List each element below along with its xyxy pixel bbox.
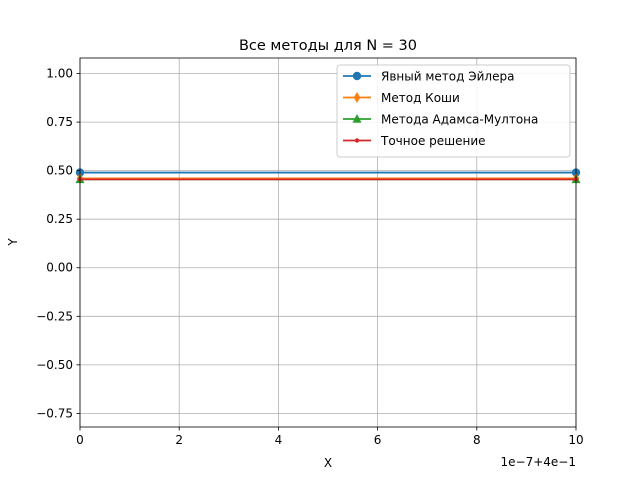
legend-label: Точное решение: [380, 134, 486, 148]
y-tick-label: 0.00: [46, 261, 73, 275]
y-tick-label: 0.75: [46, 115, 73, 129]
x-axis: 0 2 4 6 8 10: [76, 427, 584, 447]
legend-item: Метод Коши: [343, 91, 460, 105]
x-axis-label: X: [324, 456, 332, 470]
x-tick-label: 2: [175, 433, 183, 447]
y-tick-label: 0.25: [46, 212, 73, 226]
y-tick-label: 0.50: [46, 164, 73, 178]
y-tick-label: −0.75: [36, 406, 73, 420]
x-tick-label: 0: [76, 433, 84, 447]
legend-box: [336, 64, 571, 158]
legend-label: Метод Коши: [381, 91, 460, 105]
chart-title: Все методы для N = 30: [239, 38, 417, 54]
x-tick-label: 10: [568, 433, 583, 447]
y-tick-label: 1.00: [46, 67, 73, 81]
legend-item: Точное решение: [343, 134, 486, 148]
x-tick-label: 6: [374, 433, 382, 447]
legend-label: Явный метод Эйлера: [381, 69, 514, 83]
legend-item: Метода Адамса-Мултона: [343, 112, 538, 126]
x-offset-label: 1e−7+4e−1: [501, 455, 576, 469]
legend-item: Явный метод Эйлера: [343, 69, 514, 83]
legend-marker: [352, 71, 362, 81]
legend-marker: [352, 114, 362, 123]
y-tick-label: −0.25: [36, 309, 73, 323]
plot-frame: [79, 57, 577, 428]
x-tick-label: 8: [473, 433, 481, 447]
legend-marker: [354, 138, 360, 143]
legend-marker: [353, 92, 361, 103]
legend-label: Метода Адамса-Мултона: [381, 112, 538, 126]
y-axis: −0.75 −0.50 −0.25 0.00 0.25 0.50 0.75 1.00: [36, 67, 80, 420]
x-tick-label: 4: [275, 433, 283, 447]
legend: Явный метод Эйлера Метод Коши Метода Адамс…: [336, 64, 571, 158]
y-tick-label: −0.50: [36, 358, 73, 372]
y-axis-label: Y: [6, 238, 20, 247]
